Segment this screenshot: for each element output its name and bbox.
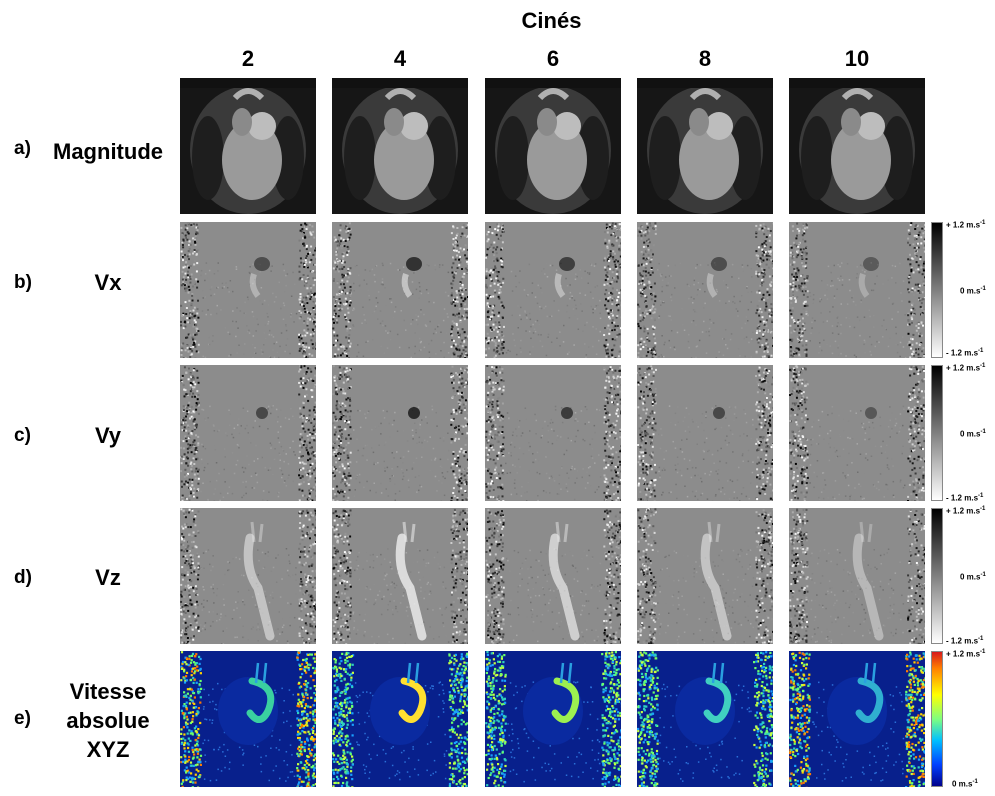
colorbar-vy	[931, 365, 943, 501]
image-magnitude-cine-4	[332, 78, 468, 214]
colorbar-vx-top: + 1.2 m.s-1	[946, 220, 986, 230]
image-abs-cine-8	[637, 651, 773, 787]
row-name-vz: Vz	[95, 565, 121, 590]
colorbar-vz-mid: 0 m.s-1	[960, 572, 986, 582]
cine-label-4: 4	[393, 46, 407, 71]
image-abs-cine-2	[180, 651, 316, 787]
row-letter-b: b)	[14, 272, 32, 293]
image-vz-cine-4	[332, 508, 468, 644]
image-vx-cine-6	[485, 222, 621, 358]
colorbar-absolute-bottom: 0 m.s-1	[952, 779, 978, 789]
image-vx-cine-10	[789, 222, 925, 358]
image-vx-cine-8	[637, 222, 773, 358]
cine-label-6: 6	[546, 46, 560, 71]
row-name-magnitude: Magnitude	[53, 139, 163, 164]
image-vz-cine-8	[637, 508, 773, 644]
image-vy-cine-4	[332, 365, 468, 501]
colorbar-vx-mid: 0 m.s-1	[960, 286, 986, 296]
row-name-vx: Vx	[94, 270, 122, 295]
image-magnitude-cine-10	[789, 78, 925, 214]
image-vy-cine-10	[789, 365, 925, 501]
cine-label-2: 2	[241, 46, 255, 71]
row-letter-e: e)	[14, 708, 31, 729]
image-vy-cine-8	[637, 365, 773, 501]
image-vz-cine-6	[485, 508, 621, 644]
colorbar-vx	[931, 222, 943, 358]
row-letter-a: a)	[14, 138, 31, 159]
image-abs-cine-4	[332, 651, 468, 787]
image-vz-cine-2	[180, 508, 316, 644]
row-letter-c: c)	[14, 425, 31, 446]
row-name-absolute-velocity: Vitesse absolue XYZ	[66, 679, 150, 762]
cine-label-8: 8	[698, 46, 712, 71]
image-magnitude-cine-6	[485, 78, 621, 214]
colorbar-vz-top: + 1.2 m.s-1	[946, 506, 986, 516]
image-vy-cine-6	[485, 365, 621, 501]
colorbar-vz	[931, 508, 943, 644]
cine-label-10: 10	[844, 46, 870, 71]
colorbar-vy-mid: 0 m.s-1	[960, 429, 986, 439]
image-vy-cine-2	[180, 365, 316, 501]
image-vx-cine-2	[180, 222, 316, 358]
image-vz-cine-10	[789, 508, 925, 644]
colorbar-absolute	[931, 651, 943, 787]
image-abs-cine-10	[789, 651, 925, 787]
image-vx-cine-4	[332, 222, 468, 358]
row-name-vy: Vy	[94, 423, 122, 448]
colorbar-vx-bottom: - 1.2 m.s-1	[946, 348, 984, 358]
colorbar-absolute-top: + 1.2 m.s-1	[946, 649, 986, 659]
image-magnitude-cine-8	[637, 78, 773, 214]
image-magnitude-cine-2	[180, 78, 316, 214]
figure-title: Cinés	[521, 8, 582, 33]
colorbar-vz-bottom: - 1.2 m.s-1	[946, 636, 984, 646]
image-abs-cine-6	[485, 651, 621, 787]
colorbar-vy-bottom: - 1.2 m.s-1	[946, 493, 984, 503]
colorbar-vy-top: + 1.2 m.s-1	[946, 363, 986, 373]
row-letter-d: d)	[14, 567, 32, 588]
